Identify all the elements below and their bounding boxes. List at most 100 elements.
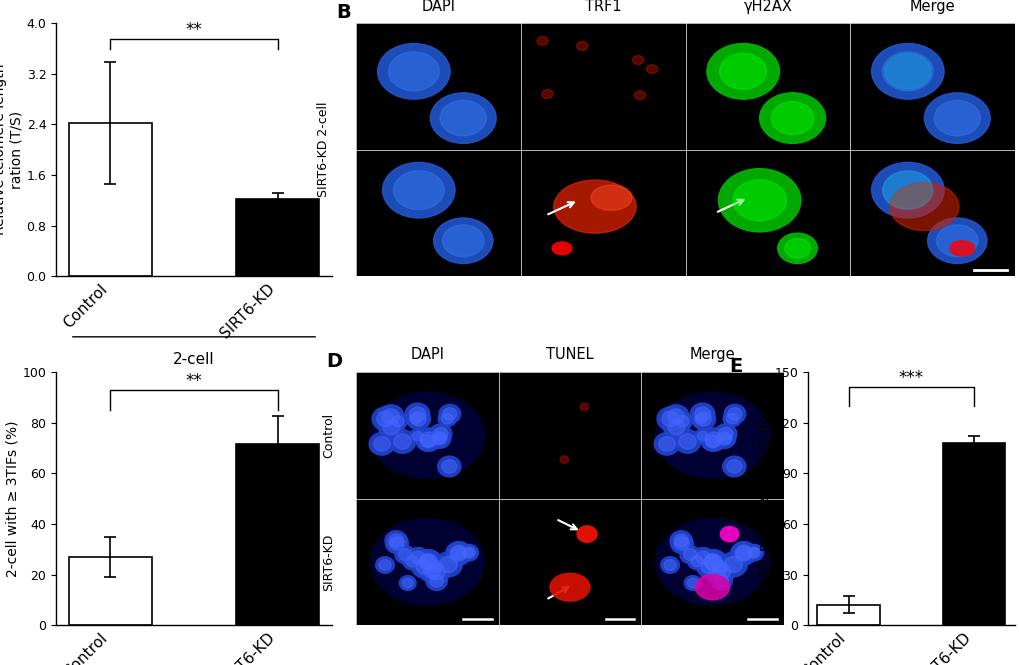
Ellipse shape (398, 549, 412, 561)
Ellipse shape (438, 411, 455, 427)
Ellipse shape (736, 545, 751, 559)
Ellipse shape (577, 526, 596, 542)
Text: Merge: Merge (909, 0, 955, 15)
Ellipse shape (747, 547, 759, 558)
Text: E: E (729, 357, 742, 376)
Ellipse shape (660, 557, 679, 573)
Ellipse shape (420, 554, 433, 565)
Ellipse shape (378, 405, 404, 428)
Ellipse shape (383, 420, 399, 435)
Ellipse shape (706, 43, 779, 99)
Ellipse shape (699, 550, 727, 574)
Bar (816, 605, 879, 625)
Ellipse shape (889, 183, 958, 231)
Ellipse shape (429, 424, 451, 444)
Ellipse shape (419, 554, 436, 569)
Ellipse shape (735, 546, 751, 561)
Text: SIRT6-KD: SIRT6-KD (322, 533, 334, 591)
Ellipse shape (716, 432, 733, 446)
Ellipse shape (428, 561, 441, 573)
Text: D: D (326, 352, 342, 371)
Ellipse shape (425, 557, 445, 576)
Ellipse shape (674, 537, 689, 550)
Ellipse shape (394, 545, 415, 564)
Ellipse shape (723, 404, 745, 424)
Ellipse shape (711, 564, 730, 580)
Ellipse shape (700, 559, 716, 574)
Text: DAPI: DAPI (410, 347, 444, 362)
Ellipse shape (703, 554, 720, 569)
Y-axis label: %TUNEL positive nuclei/Emboryo: %TUNEL positive nuclei/Emboryo (757, 384, 771, 614)
Ellipse shape (646, 65, 657, 74)
Ellipse shape (389, 537, 404, 550)
Ellipse shape (427, 564, 445, 580)
Ellipse shape (674, 534, 688, 547)
Ellipse shape (701, 551, 721, 569)
Ellipse shape (441, 414, 452, 424)
Ellipse shape (407, 411, 424, 427)
Ellipse shape (669, 533, 693, 553)
Ellipse shape (590, 185, 632, 210)
Ellipse shape (410, 429, 425, 443)
Ellipse shape (412, 432, 423, 441)
Ellipse shape (411, 551, 425, 564)
Ellipse shape (653, 433, 679, 455)
Ellipse shape (777, 233, 816, 263)
Ellipse shape (382, 162, 454, 218)
Ellipse shape (551, 242, 572, 255)
Text: **: ** (185, 21, 202, 39)
Ellipse shape (419, 554, 437, 570)
Ellipse shape (391, 416, 404, 427)
Ellipse shape (429, 575, 443, 587)
Ellipse shape (375, 557, 394, 573)
Text: 2-cell: 2-cell (173, 352, 215, 367)
Ellipse shape (733, 180, 786, 221)
Ellipse shape (667, 420, 684, 435)
Ellipse shape (730, 542, 756, 565)
Ellipse shape (694, 414, 705, 424)
Bar (942, 443, 1005, 625)
Ellipse shape (699, 550, 726, 574)
Ellipse shape (377, 43, 449, 99)
Ellipse shape (405, 403, 429, 425)
Ellipse shape (704, 432, 721, 447)
Ellipse shape (433, 218, 492, 263)
Ellipse shape (703, 560, 730, 583)
Ellipse shape (406, 556, 418, 567)
Ellipse shape (708, 564, 725, 579)
Ellipse shape (691, 408, 715, 430)
Ellipse shape (674, 430, 700, 454)
Ellipse shape (926, 218, 986, 263)
Ellipse shape (416, 432, 438, 451)
Ellipse shape (770, 102, 813, 134)
Ellipse shape (393, 171, 443, 209)
Ellipse shape (426, 571, 447, 591)
Text: Control: Control (322, 413, 334, 458)
Ellipse shape (700, 428, 727, 451)
Ellipse shape (881, 52, 932, 91)
Ellipse shape (393, 434, 411, 449)
Ellipse shape (428, 428, 450, 448)
Ellipse shape (709, 557, 730, 576)
Ellipse shape (712, 428, 735, 448)
Ellipse shape (632, 56, 643, 65)
Ellipse shape (449, 546, 467, 561)
Ellipse shape (411, 412, 426, 426)
Ellipse shape (407, 408, 430, 430)
Ellipse shape (726, 414, 738, 424)
Ellipse shape (580, 403, 588, 411)
Ellipse shape (370, 392, 484, 478)
Text: Merge: Merge (689, 347, 735, 362)
Ellipse shape (445, 542, 471, 565)
Ellipse shape (719, 434, 730, 444)
Text: **: ** (185, 372, 202, 390)
Ellipse shape (385, 533, 408, 553)
Text: ***: *** (898, 369, 923, 388)
Ellipse shape (923, 93, 989, 144)
Ellipse shape (695, 412, 710, 426)
Ellipse shape (707, 559, 735, 584)
Ellipse shape (731, 541, 755, 563)
Text: DAPI: DAPI (421, 0, 455, 15)
Ellipse shape (656, 407, 683, 431)
Ellipse shape (412, 555, 436, 578)
